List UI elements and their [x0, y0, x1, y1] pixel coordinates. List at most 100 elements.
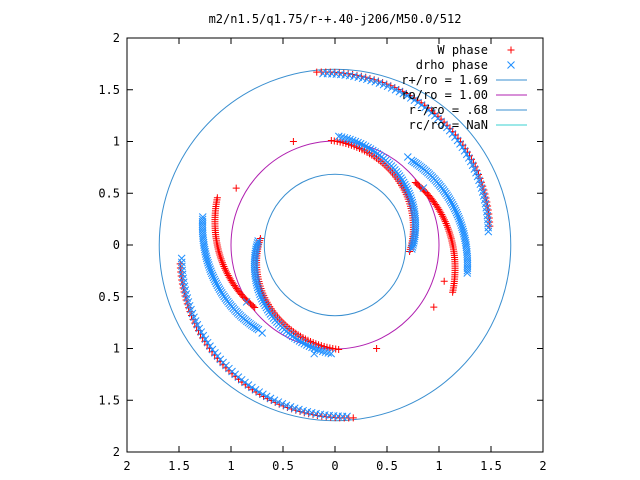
data-point [343, 134, 352, 143]
x-tick-label: 2 [539, 459, 546, 473]
y-tick-label: 1 [113, 135, 120, 149]
data-point [206, 342, 214, 351]
data-point [439, 212, 447, 220]
x-tick-label: 1 [227, 459, 234, 473]
data-point [332, 345, 340, 353]
legend-label: rc/ro = NaN [409, 118, 488, 132]
data-point [438, 211, 446, 219]
y-tick-label: 2 [113, 31, 120, 45]
data-point [205, 263, 214, 271]
chart-title: m2/n1.5/q1.75/r-+.40-j206/M50.0/512 [209, 12, 462, 26]
data-point [375, 79, 384, 88]
data-point [373, 345, 381, 352]
y-tick-label: 0 [113, 238, 120, 252]
data-point [403, 153, 412, 161]
data-point [321, 348, 330, 357]
x-tick-label: 0.5 [376, 459, 398, 473]
data-point [259, 390, 267, 399]
data-point [379, 80, 388, 89]
data-point [242, 298, 251, 306]
data-point [251, 385, 260, 394]
data-point [419, 184, 428, 192]
data-point [346, 135, 354, 144]
data-point [293, 335, 302, 344]
data-point [204, 258, 212, 267]
data-point [290, 404, 299, 413]
data-point [460, 232, 469, 240]
data-point [253, 239, 262, 247]
data-point [232, 184, 240, 192]
data-point [215, 285, 224, 293]
data-point [409, 203, 418, 212]
data-point [210, 275, 219, 284]
data-point [295, 337, 304, 345]
data-point [348, 136, 357, 145]
data-point [403, 91, 411, 100]
data-point [364, 143, 372, 152]
data-point [318, 347, 327, 356]
reference-circle [263, 173, 407, 317]
data-point [371, 77, 380, 86]
legend-label: r+/ro = 1.69 [401, 73, 488, 87]
data-point [458, 225, 467, 234]
y-tick-label: 1 [113, 342, 120, 356]
data-point [207, 269, 216, 278]
legend-label: drho phase [416, 58, 488, 72]
data-point [507, 61, 515, 69]
data-point [211, 349, 219, 357]
data-point [222, 266, 230, 274]
data-point [295, 405, 303, 414]
data-point [213, 281, 222, 290]
data-point [460, 146, 469, 155]
data-point [453, 136, 462, 145]
data-point [255, 388, 264, 396]
data-point [214, 283, 223, 292]
data-point [213, 194, 221, 202]
data-point [244, 381, 253, 389]
data-point [399, 178, 408, 187]
data-point [177, 254, 186, 263]
data-point [337, 133, 346, 141]
data-point [403, 185, 411, 193]
data-point [203, 338, 212, 347]
data-point [209, 273, 218, 282]
data-point [407, 196, 416, 205]
data-point [404, 187, 413, 196]
data-point [278, 399, 287, 408]
data-point [202, 254, 211, 263]
data-point [421, 103, 429, 112]
data-point [198, 215, 207, 224]
data-point [324, 349, 333, 357]
data-point [450, 204, 459, 213]
data-point [464, 154, 473, 162]
data-point [468, 161, 477, 170]
data-point [354, 138, 362, 147]
data-point [406, 194, 415, 202]
data-point [208, 271, 217, 280]
data-point [455, 214, 463, 223]
data-point [197, 328, 206, 336]
data-point [248, 383, 256, 392]
data-point [286, 402, 295, 411]
data-point [470, 165, 479, 173]
x-tick-label: 1.5 [480, 459, 502, 473]
data-point [383, 82, 392, 91]
data-point [201, 335, 210, 344]
data-point [463, 269, 472, 277]
data-point [255, 288, 264, 296]
legend-label: r-/ro = .68 [409, 103, 488, 117]
data-point [451, 133, 459, 141]
data-point [177, 258, 186, 267]
data-point [216, 287, 225, 295]
data-point [333, 137, 341, 145]
data-point [336, 138, 344, 146]
data-point [453, 210, 462, 219]
data-point [451, 206, 460, 215]
data-point [430, 303, 438, 311]
series-drho-phase [177, 69, 493, 421]
data-point [316, 346, 324, 355]
data-point [395, 87, 404, 96]
data-point [262, 392, 271, 401]
data-point [361, 142, 370, 151]
